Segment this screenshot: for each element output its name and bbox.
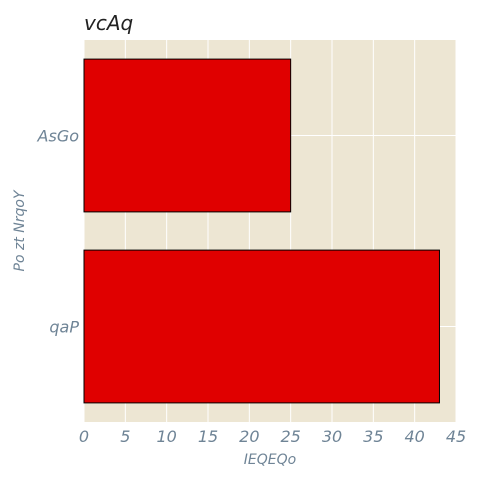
x-tick-label: 15 xyxy=(198,427,218,446)
bar-AsGo xyxy=(83,58,292,213)
x-tick-label: 45 xyxy=(446,427,466,446)
x-axis-label: IEQEQo xyxy=(244,452,296,468)
bar-qaP xyxy=(83,249,440,404)
y-tick-labels: AsGo qaP xyxy=(37,127,80,337)
x-tick-labels: 0 5 10 15 20 25 30 35 40 45 xyxy=(79,427,466,446)
x-tick-label: 5 xyxy=(120,427,130,446)
bars xyxy=(83,58,440,404)
x-tick-label: 30 xyxy=(322,427,342,446)
x-tick-label: 25 xyxy=(280,427,300,446)
x-tick-label: 35 xyxy=(363,427,383,446)
y-tick-label: qaP xyxy=(49,318,79,337)
y-tick-label: AsGo xyxy=(37,127,80,146)
x-tick-label: 0 xyxy=(79,427,89,446)
y-axis-label: Po zt NrqoY xyxy=(12,189,28,271)
chart-title: vcAq xyxy=(84,11,133,35)
x-tick-label: 10 xyxy=(156,427,176,446)
x-tick-label: 40 xyxy=(404,427,424,446)
x-tick-label: 20 xyxy=(239,427,259,446)
